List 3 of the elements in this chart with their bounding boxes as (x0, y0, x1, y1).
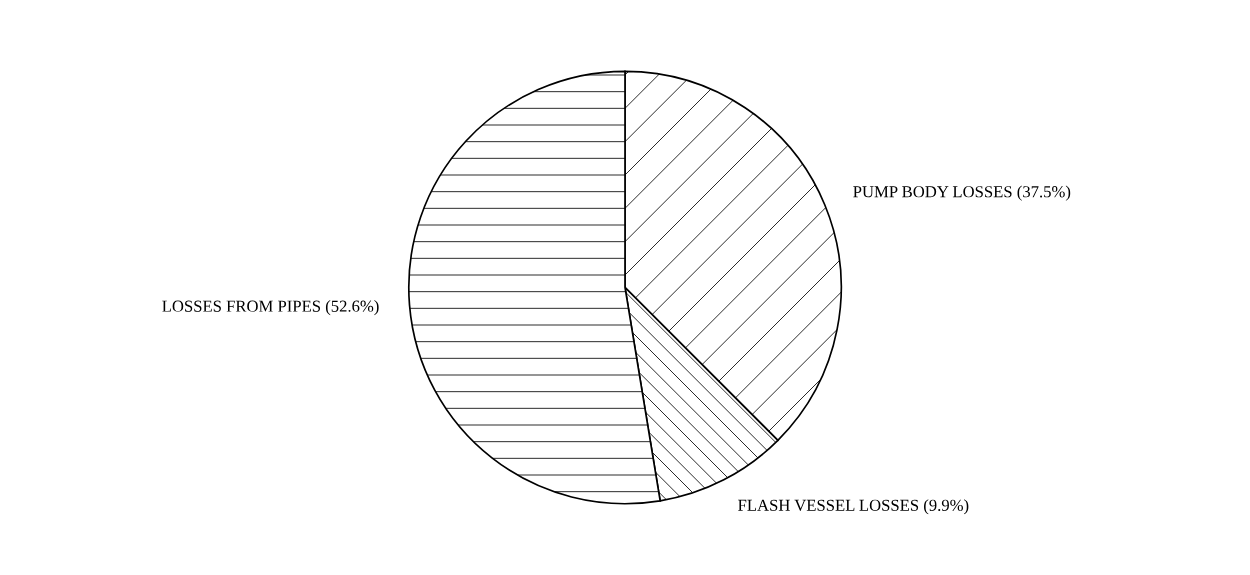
slice-label: PUMP BODY LOSSES (37.5%) (853, 185, 1071, 201)
slice-label: FLASH VESSEL LOSSES (9.9%) (738, 499, 969, 515)
slice-label: LOSSES FROM PIPES (52.6%) (162, 300, 379, 316)
